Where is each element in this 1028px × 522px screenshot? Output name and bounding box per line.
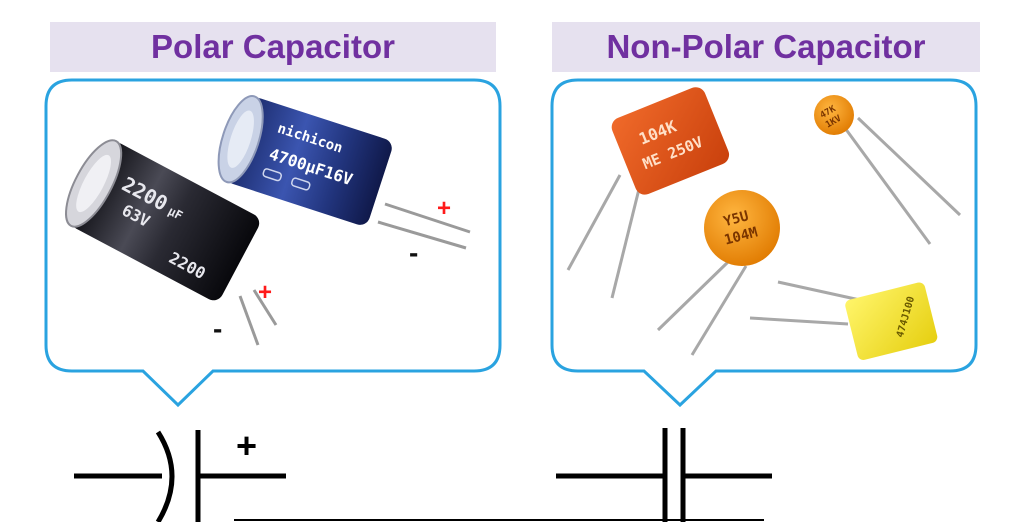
box-capacitor: 474J100 [749,280,938,360]
symbol-plus-sign: + [236,425,257,466]
lead-wire [843,127,932,245]
lead-wire [856,116,962,217]
small-ceramic-capacitor: 47K 1KV [814,95,962,245]
lead-wire [690,265,748,356]
ceramic-disk-capacitor: Y5U 104M [656,190,780,356]
lead-wire [777,280,861,302]
ceramic-code-text: Y5U [722,208,751,230]
polar-capacitor-symbol: + [74,425,286,522]
non-polar-capacitor-title: Non-Polar Capacitor [552,22,980,72]
lead-wire [377,220,467,250]
positive-sign: + [437,195,451,222]
lead-wire [238,295,260,346]
negative-sign: - [409,237,418,268]
black-electrolytic-capacitor: 2200 µF 63V 2200 + - [65,139,278,346]
lead-wire [610,184,642,299]
non-polar-capacitor-symbol [556,428,772,522]
lead-wire [384,202,471,234]
lead-wire [749,316,849,326]
lead-wire [656,260,730,332]
polar-capacitor-title: Polar Capacitor [50,22,496,72]
lead-wire [566,174,622,271]
film-capacitor: 104K ME 250V [566,87,730,299]
blue-electrolytic-capacitor: nichicon 4700µF16V + - [217,95,471,268]
symbol-curved-plate [155,430,175,522]
lead-wire [252,289,278,326]
positive-sign: + [258,279,272,306]
unit-text: µF [166,204,185,223]
negative-sign: - [213,313,222,344]
